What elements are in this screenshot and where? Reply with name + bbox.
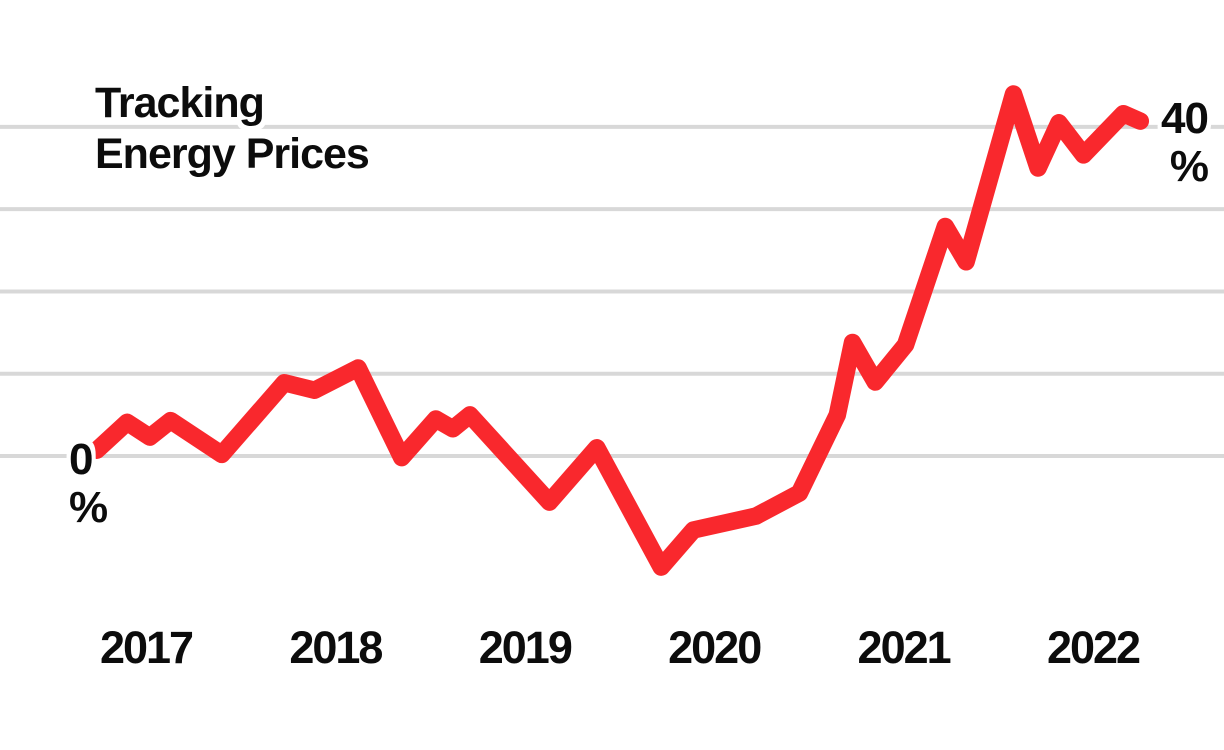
y-axis-zero-unit: % [69, 483, 108, 532]
gridlines [0, 124, 1224, 458]
y-axis-zero-value: 0 [69, 435, 93, 484]
y-axis-label-forty: 40 % [1161, 94, 1209, 191]
y-axis-label-zero: 0 % [69, 435, 108, 532]
chart-title: Tracking Energy Prices [95, 78, 370, 180]
y-axis-forty-unit: % [1169, 142, 1209, 191]
x-axis-year-2022: 2022 [1046, 622, 1141, 673]
x-axis-year-2021: 2021 [857, 622, 952, 673]
chart-title-line2: Energy Prices [95, 130, 370, 178]
x-axis-year-2019: 2019 [478, 622, 573, 673]
x-axis-year-2018: 2018 [289, 622, 383, 673]
chart-title-line1: Tracking [95, 79, 265, 127]
energy-price-line [88, 85, 1150, 576]
x-axis-year-2017: 2017 [99, 622, 194, 673]
x-axis-year-2020: 2020 [668, 622, 762, 673]
y-axis-forty-value: 40 [1161, 94, 1209, 143]
